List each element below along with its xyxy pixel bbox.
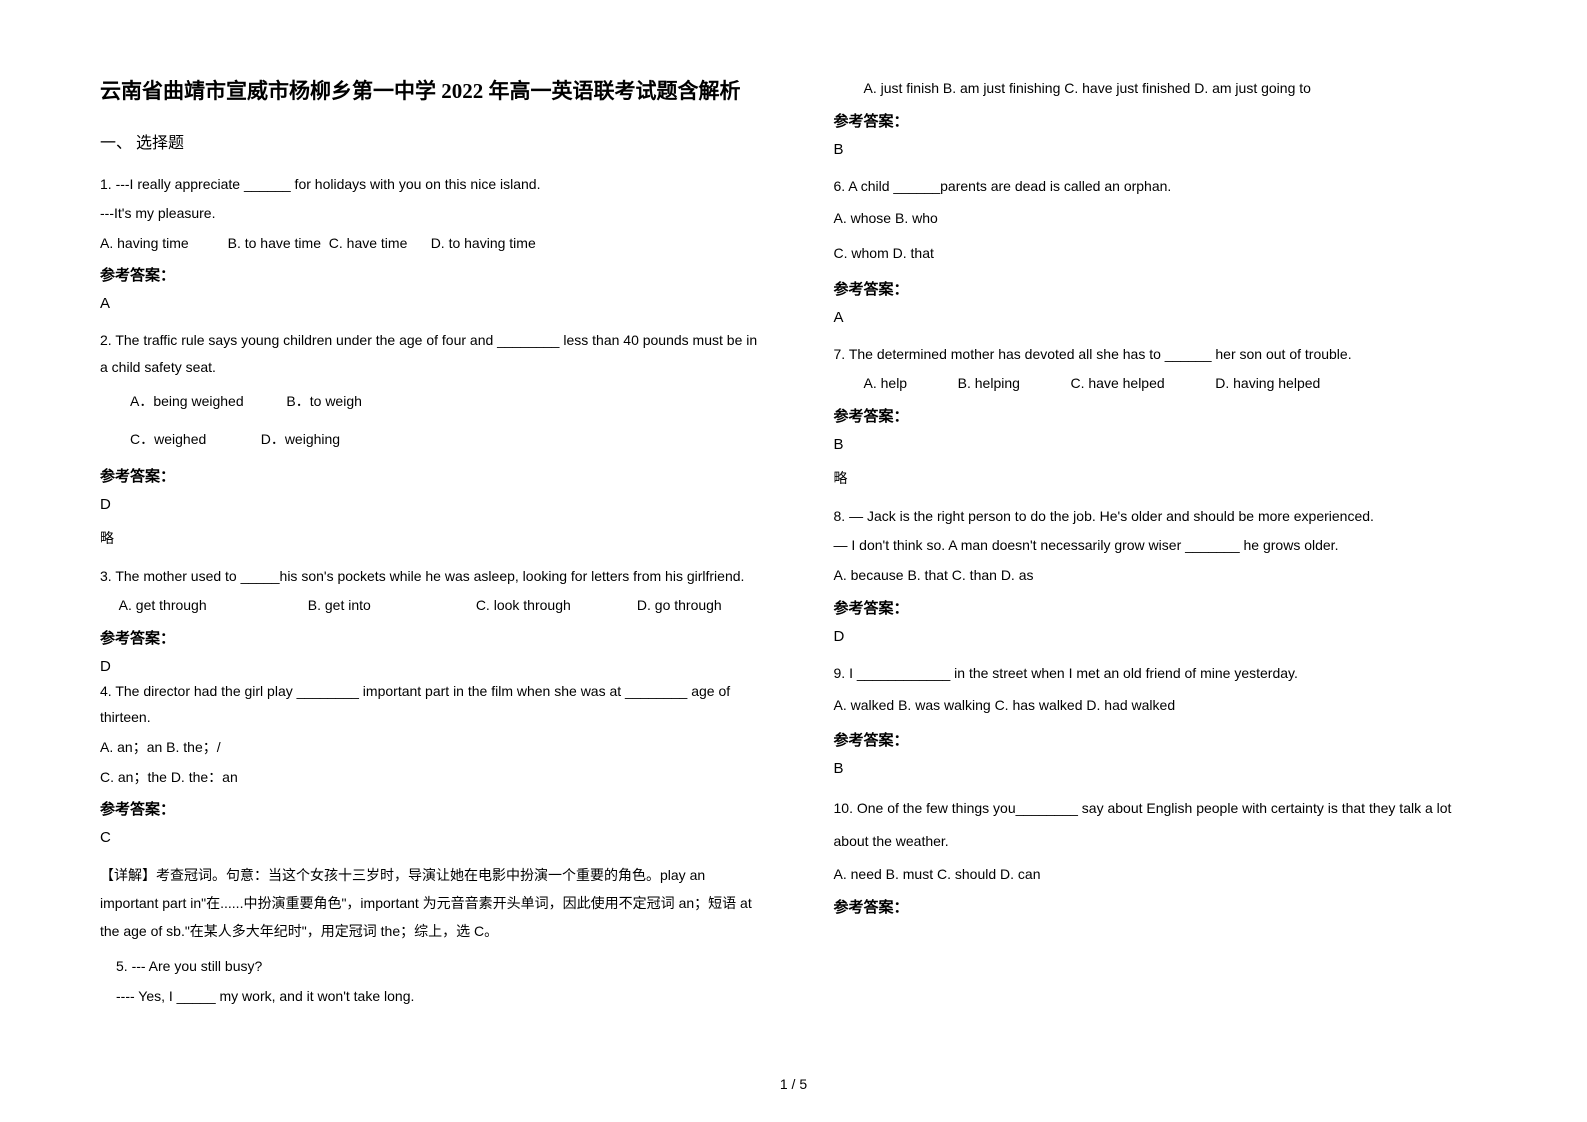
q6-options-1: A. whose B. who <box>834 202 1498 234</box>
q3-options: A. get through B. get into C. look throu… <box>100 592 764 619</box>
q8-stem-1: 8. — Jack is the right person to do the … <box>834 503 1498 530</box>
q6-answer-label: 参考答案： <box>834 278 1498 299</box>
q4-options-1: A. an；an B. the；/ <box>100 734 764 761</box>
q9-answer: B <box>834 760 1498 777</box>
q7-stem: 7. The determined mother has devoted all… <box>834 341 1498 368</box>
q7-brief: 略 <box>834 468 1498 488</box>
q1-options: A. having time B. to have time C. have t… <box>100 230 764 257</box>
page-container: 云南省曲靖市宣威市杨柳乡第一中学 2022 年高一英语联考试题含解析 一、 选择… <box>0 0 1587 1122</box>
q10-answer-label: 参考答案： <box>834 896 1498 917</box>
q6-options-2: C. whom D. that <box>834 237 1498 269</box>
q3-stem: 3. The mother used to _____his son's poc… <box>100 563 764 590</box>
q7-answer-label: 参考答案： <box>834 405 1498 426</box>
section-header: 一、 选择题 <box>100 129 764 153</box>
q5-options: A. just finish B. am just finishing C. h… <box>834 75 1498 102</box>
q4-explanation: 【详解】考查冠词。句意：当这个女孩十三岁时，导演让她在电影中扮演一个重要的角色。… <box>100 861 764 945</box>
q9-options: A. walked B. was walking C. has walked D… <box>834 689 1498 721</box>
q5-answer-label: 参考答案： <box>834 110 1498 131</box>
page-title: 云南省曲靖市宣威市杨柳乡第一中学 2022 年高一英语联考试题含解析 <box>100 75 764 109</box>
q1-stem-1: 1. ---I really appreciate ______ for hol… <box>100 171 764 198</box>
q7-options: A. help B. helping C. have helped D. hav… <box>834 370 1498 397</box>
q4-options-2: C. an；the D. the：an <box>100 764 764 791</box>
q1-answer: A <box>100 295 764 312</box>
q6-answer: A <box>834 309 1498 326</box>
q2-brief: 略 <box>100 528 764 548</box>
left-column: 云南省曲靖市宣威市杨柳乡第一中学 2022 年高一英语联考试题含解析 一、 选择… <box>100 75 799 1092</box>
q2-answer-label: 参考答案： <box>100 465 764 486</box>
q1-stem-2: ---It's my pleasure. <box>100 200 764 227</box>
q8-options: A. because B. that C. than D. as <box>834 562 1498 589</box>
q2-stem: 2. The traffic rule says young children … <box>100 327 764 380</box>
q2-options-1: A．being weighed B．to weigh <box>100 384 764 419</box>
q4-stem: 4. The director had the girl play ______… <box>100 678 764 731</box>
q4-answer-label: 参考答案： <box>100 798 764 819</box>
q1-answer-label: 参考答案： <box>100 264 764 285</box>
q6-stem: 6. A child ______parents are dead is cal… <box>834 173 1498 200</box>
q10-options: A. need B. must C. should D. can <box>834 860 1498 888</box>
right-column: A. just finish B. am just finishing C. h… <box>799 75 1498 1092</box>
q9-stem: 9. I ____________ in the street when I m… <box>834 660 1498 687</box>
q5-stem-2: ---- Yes, I _____ my work, and it won't … <box>100 983 764 1010</box>
q8-stem-2: — I don't think so. A man doesn't necess… <box>834 532 1498 559</box>
q8-answer-label: 参考答案： <box>834 597 1498 618</box>
q5-stem-1: 5. --- Are you still busy? <box>100 953 764 980</box>
q3-answer: D <box>100 658 764 675</box>
q5-answer: B <box>834 141 1498 158</box>
q7-answer: B <box>834 436 1498 453</box>
q3-answer-label: 参考答案： <box>100 627 764 648</box>
q10-stem: 10. One of the few things you________ sa… <box>834 792 1498 856</box>
q8-answer: D <box>834 628 1498 645</box>
page-number: 1 / 5 <box>780 1076 807 1092</box>
q4-answer: C <box>100 829 764 846</box>
q2-answer: D <box>100 496 764 513</box>
q2-options-2: C．weighed D．weighing <box>100 422 764 457</box>
q9-answer-label: 参考答案： <box>834 729 1498 750</box>
